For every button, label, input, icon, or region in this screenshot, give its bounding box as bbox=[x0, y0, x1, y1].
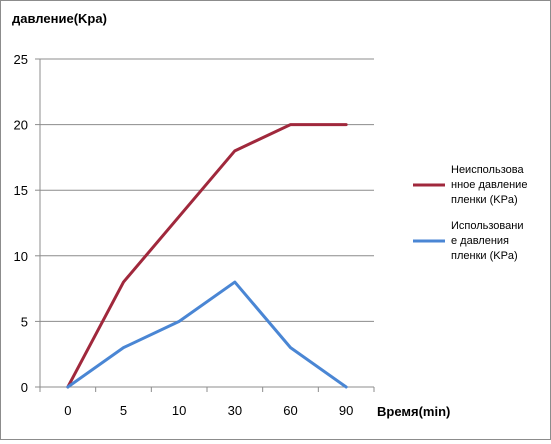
y-tick-label: 20 bbox=[14, 118, 28, 133]
x-axis-title: Время(min) bbox=[377, 404, 450, 419]
y-tick-label: 10 bbox=[14, 249, 28, 264]
series-line-1 bbox=[66, 123, 348, 389]
legend-label-line: пленки (KPa) bbox=[451, 250, 518, 262]
x-tick-label: 0 bbox=[64, 403, 71, 418]
x-tick-label: 10 bbox=[172, 403, 186, 418]
legend-label-line: Использовани bbox=[451, 220, 523, 232]
legend-item-2: Использовани е давления пленки (KPa) bbox=[413, 220, 523, 262]
y-tick-label: 25 bbox=[14, 52, 28, 67]
series-line-2 bbox=[66, 280, 348, 389]
legend-item-1: Неиспользова нное давление пленки (KPa) bbox=[413, 164, 527, 206]
y-tick-label: 0 bbox=[21, 380, 28, 395]
legend-label-line: нное давление bbox=[451, 179, 527, 191]
y-tick-label: 15 bbox=[14, 183, 28, 198]
y-axis-title: давление(Kpa) bbox=[12, 11, 107, 26]
legend-label-line: Неиспользова bbox=[451, 164, 524, 176]
axes bbox=[35, 58, 375, 392]
x-tick-label: 60 bbox=[283, 403, 297, 418]
x-tick-labels: 0 5 10 30 60 90 bbox=[64, 403, 353, 418]
x-tick-label: 5 bbox=[120, 403, 127, 418]
legend-label-line: пленки (KPa) bbox=[451, 194, 518, 206]
series-lines bbox=[66, 123, 348, 389]
legend-label-line: е давления bbox=[451, 235, 509, 247]
gridlines bbox=[40, 58, 374, 322]
y-tick-labels: 0 5 10 15 20 25 bbox=[14, 52, 28, 395]
x-tick-label: 90 bbox=[339, 403, 353, 418]
y-tick-label: 5 bbox=[21, 314, 28, 329]
x-tick-label: 30 bbox=[228, 403, 242, 418]
